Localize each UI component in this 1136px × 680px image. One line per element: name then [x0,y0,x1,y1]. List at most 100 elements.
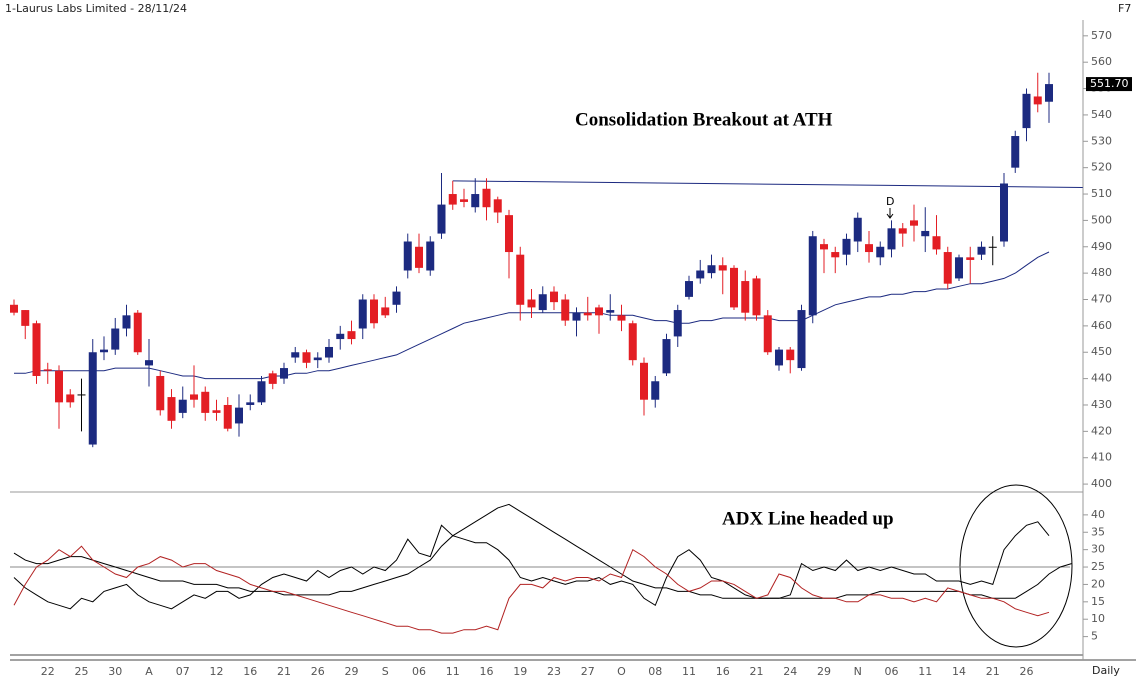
y-tick-label: 500 [1091,213,1112,226]
y-tick-label: 35 [1091,525,1105,538]
x-tick-label: 11 [446,665,460,678]
candle-body [808,236,817,316]
indicator-line [13,545,1050,634]
candle-body [178,399,187,413]
x-tick-label: 29 [817,665,831,678]
candle-body [595,307,603,316]
candle-body [583,312,592,316]
y-tick-label: 30 [1091,543,1105,556]
x-tick-label: 29 [345,665,359,678]
event-marker: D [886,195,894,208]
y-tick-label: 440 [1091,372,1112,385]
x-tick-label: 21 [986,665,1000,678]
candle-body [133,312,142,353]
x-tick-label: N [854,665,862,678]
y-tick-label: 540 [1091,108,1112,121]
candle-body [403,241,412,271]
y-tick-label: 510 [1091,187,1112,200]
candle-body [673,310,682,337]
event-arrow [886,208,894,219]
y-tick-label: 20 [1091,577,1105,590]
candle-body [887,228,896,250]
candle-body [426,241,435,271]
y-tick-label: 450 [1091,345,1112,358]
candle-body [966,257,975,260]
candle-body [1033,96,1042,105]
candle-body [347,331,356,340]
candle-body [55,370,63,403]
x-tick-label: S [382,665,389,678]
candle-body [786,349,795,361]
trendline [452,180,1083,188]
candle-body [561,299,570,321]
y-tick-label: 430 [1091,398,1112,411]
x-tick-label: 16 [480,665,494,678]
hotkey: F7 [1118,2,1131,15]
candle-body [493,199,502,213]
candle-body [66,394,75,403]
candle-body [280,368,288,379]
candle-body [10,304,18,313]
y-tick-label: 490 [1091,240,1112,253]
candle-body [1045,84,1053,102]
candle-body [437,204,446,234]
x-tick-label: 24 [783,665,797,678]
candle-body [865,244,873,253]
candle-body [190,394,198,400]
annotation: ADX Line headed up [722,508,894,529]
candle-body [718,265,727,271]
x-tick-label: 06 [412,665,426,678]
y-tick-label: 570 [1091,29,1112,42]
candle-body [651,381,660,400]
candle-body [932,236,941,250]
candle-body [640,362,648,400]
candle-body [741,281,750,313]
x-tick-label: 07 [176,665,190,678]
x-tick-label: 11 [682,665,696,678]
y-tick-label: 40 [1091,508,1105,521]
candle-body [853,217,862,242]
x-tick-label: 22 [41,665,55,678]
x-tick-label: 27 [581,665,595,678]
x-tick-label: 26 [1020,665,1034,678]
candle-body [775,349,783,366]
candle-body [448,194,457,205]
candle-body [122,315,131,329]
x-tick-label: 26 [311,665,325,678]
candle-body [527,299,536,308]
candle-body [550,291,558,303]
candle-body [482,188,491,208]
chart-title: 1-Laurus Labs Limited - 28/11/24 [5,2,187,15]
candle-body [1022,93,1031,129]
x-tick-label: 19 [513,665,527,678]
indicator-line [13,521,1050,610]
candle-body [145,360,153,366]
y-tick-label: 460 [1091,319,1112,332]
candle-body [392,291,401,305]
indicator-line [13,503,1072,599]
highlight-ellipse [959,484,1073,648]
candle-body [955,257,963,279]
x-tick-label: 16 [243,665,257,678]
candle-body [797,310,806,369]
candle-body [223,404,232,429]
x-tick-label: 16 [716,665,730,678]
candle-body [111,328,120,350]
period-label: Daily [1092,664,1120,677]
x-tick-label: 25 [75,665,89,678]
candle-body [302,352,311,363]
candle-body [820,244,828,250]
last-price-box [1086,77,1132,92]
candle-body [921,230,930,237]
x-tick-label: O [617,665,626,678]
y-tick-label: 400 [1091,477,1112,490]
x-tick-label: 23 [547,665,561,678]
y-tick-label: 420 [1091,424,1112,437]
candle-body [516,254,525,305]
candle-body [268,373,277,384]
candle-body [43,369,52,371]
x-tick-label: 21 [277,665,291,678]
y-tick-label: 470 [1091,293,1112,306]
candle-body [257,381,266,403]
y-tick-label: 530 [1091,134,1112,147]
